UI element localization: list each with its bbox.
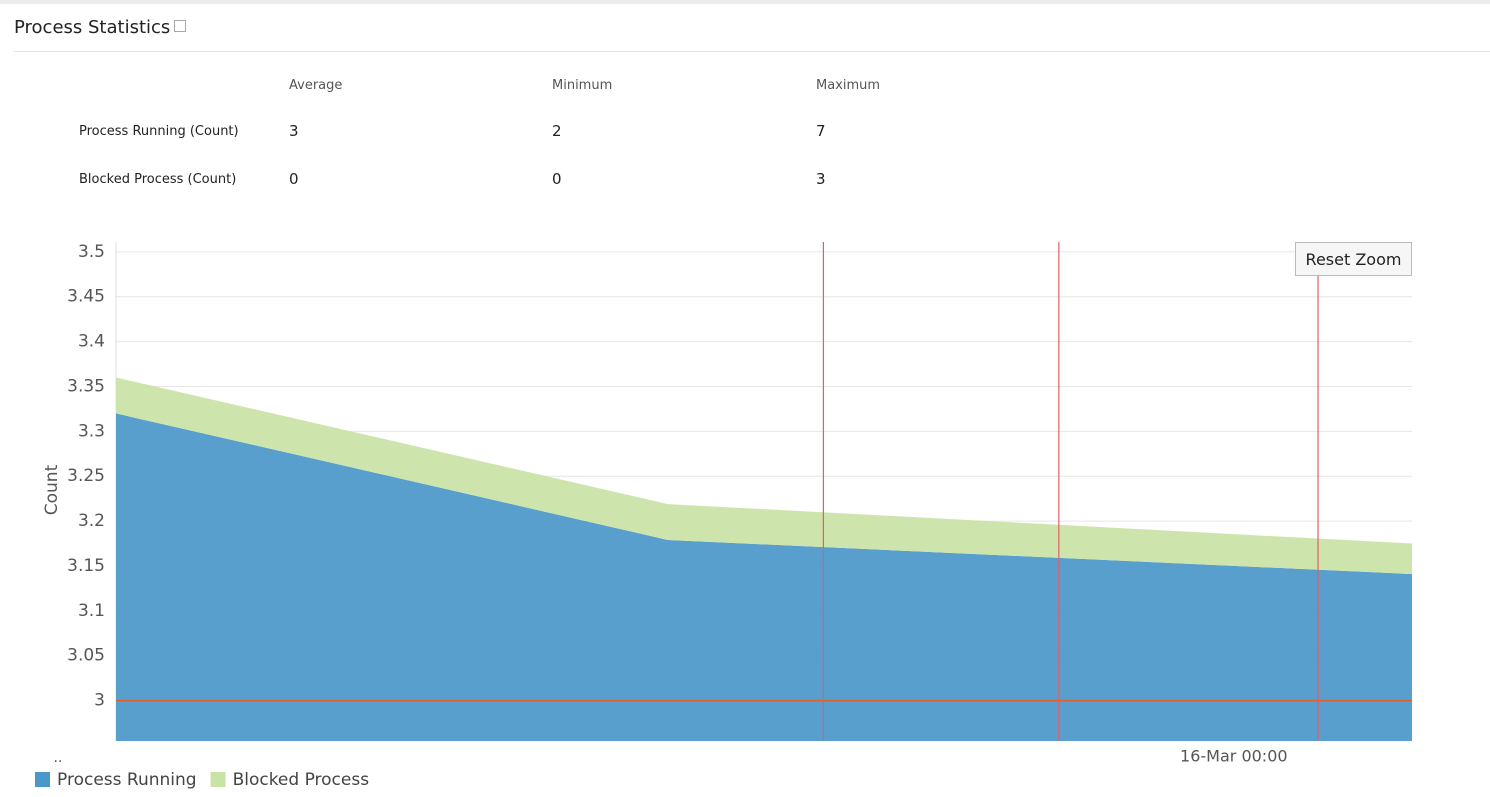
widget-title: Process Statistics (14, 17, 171, 38)
area (116, 413, 1412, 741)
y-tick-label: 3.2 (78, 511, 105, 531)
row-label: Blocked Process (Count) (79, 172, 237, 187)
y-tick-label: 3.3 (78, 421, 105, 441)
stat-value: 0 (552, 170, 562, 188)
column-header: Minimum (552, 78, 613, 93)
area (116, 377, 1412, 575)
y-tick-label: 3.15 (67, 556, 105, 576)
stat-value: 2 (552, 122, 562, 140)
legend-swatch (35, 772, 50, 787)
y-tick-label: 3.1 (78, 601, 105, 621)
stat-value: 0 (289, 170, 299, 188)
x-tick-label: 16-Mar 00:00 (1180, 747, 1288, 766)
y-tick-label: 3.45 (67, 287, 105, 307)
stat-value: 7 (816, 122, 826, 140)
divider (14, 51, 1490, 52)
column-header: Maximum (816, 78, 881, 93)
y-tick-label: 3.35 (67, 376, 105, 396)
column-header: Average (289, 78, 343, 93)
y-tick-label: 3.25 (67, 466, 105, 486)
row-label: Process Running (Count) (79, 124, 239, 139)
stat-value: 3 (289, 122, 299, 140)
y-tick-label: 3.4 (78, 332, 105, 352)
legend-label: Process Running (57, 770, 197, 790)
y-tick-label: 3 (94, 691, 105, 711)
legend-label: Blocked Process (233, 770, 370, 790)
external-link-icon[interactable] (174, 20, 186, 32)
x-axis-note: .. (54, 750, 63, 766)
reset-zoom-button[interactable]: Reset Zoom (1295, 242, 1412, 276)
y-tick-label: 3.05 (67, 646, 105, 666)
stat-value: 3 (816, 170, 826, 188)
y-tick-label: 3.5 (78, 242, 105, 262)
top-bar (0, 0, 1490, 4)
legend-swatch (210, 772, 226, 787)
y-axis-title: Count (42, 464, 62, 515)
